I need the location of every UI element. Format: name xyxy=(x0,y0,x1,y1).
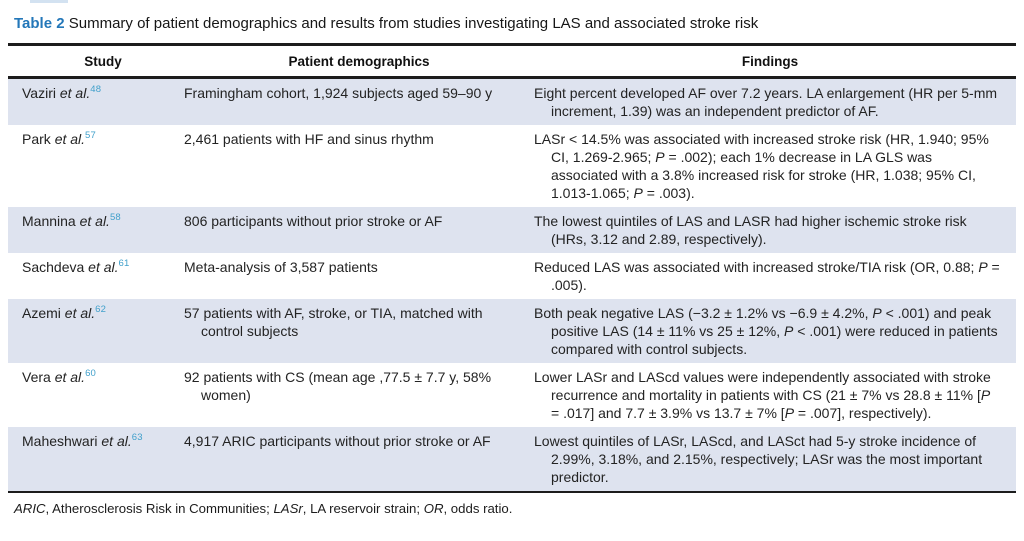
study-name: Sachdeva et al. xyxy=(22,259,119,275)
study-name: Vera et al. xyxy=(22,369,86,385)
study-cell: Azemi et al.62 xyxy=(22,304,184,358)
demographics-cell: 92 patients with CS (mean age ,77.5 ± 7.… xyxy=(184,369,492,403)
findings-cell: Lowest quintiles of LASr, LAScd, and LAS… xyxy=(534,433,983,485)
study-cell: Vaziri et al.48 xyxy=(22,84,184,120)
study-name: Maheshwari et al. xyxy=(22,433,132,449)
demographics-cell: 4,917 ARIC participants without prior st… xyxy=(184,433,491,449)
top-edge-artifact xyxy=(30,0,68,3)
study-name: Park et al. xyxy=(22,131,86,147)
study-cell: Mannina et al.58 xyxy=(22,212,184,248)
reference-link[interactable]: 61 xyxy=(118,258,130,269)
table-figure: Table 2 Summary of patient demographics … xyxy=(8,10,1016,516)
demographics-cell: Meta-analysis of 3,587 patients xyxy=(184,259,378,275)
reference-link[interactable]: 58 xyxy=(109,212,121,223)
reference-link[interactable]: 57 xyxy=(85,130,97,141)
demographics-cell: Framingham cohort, 1,924 subjects aged 5… xyxy=(184,85,493,101)
table-row: Vaziri et al.48 Framingham cohort, 1,924… xyxy=(8,79,1016,125)
findings-cell: Both peak negative LAS (−3.2 ± 1.2% vs −… xyxy=(534,305,998,357)
findings-cell: The lowest quintiles of LAS and LASR had… xyxy=(534,213,967,247)
study-name: Mannina et al. xyxy=(22,213,110,229)
reference-link[interactable]: 60 xyxy=(85,368,97,379)
reference-link[interactable]: 63 xyxy=(131,432,143,443)
column-header-demographics: Patient demographics xyxy=(288,53,430,69)
demographics-cell: 2,461 patients with HF and sinus rhythm xyxy=(184,131,434,147)
table-row: Sachdeva et al.61 Meta-analysis of 3,587… xyxy=(8,253,1016,299)
findings-cell: Eight percent developed AF over 7.2 year… xyxy=(534,85,998,119)
table-header-row: Study Patient demographics Findings xyxy=(8,46,1016,76)
bottom-rule xyxy=(8,491,1016,493)
findings-cell: Reduced LAS was associated with increase… xyxy=(534,259,1000,293)
reference-link[interactable]: 48 xyxy=(90,84,102,95)
table-row: Park et al.57 2,461 patients with HF and… xyxy=(8,125,1016,207)
table-number-label: Table 2 xyxy=(14,15,65,32)
findings-cell: LASr < 14.5% was associated with increas… xyxy=(534,131,989,201)
table-row: Mannina et al.58 806 participants withou… xyxy=(8,207,1016,253)
demographics-cell: 806 participants without prior stroke or… xyxy=(184,213,443,229)
study-cell: Park et al.57 xyxy=(22,130,184,202)
table-row: Azemi et al.62 57 patients with AF, stro… xyxy=(8,299,1016,363)
study-cell: Maheshwari et al.63 xyxy=(22,432,184,486)
table-row: Vera et al.60 92 patients with CS (mean … xyxy=(8,363,1016,427)
table-body: Vaziri et al.48 Framingham cohort, 1,924… xyxy=(8,79,1016,491)
reference-link[interactable]: 62 xyxy=(95,304,107,315)
table-row: Maheshwari et al.63 4,917 ARIC participa… xyxy=(8,427,1016,491)
study-name: Azemi et al. xyxy=(22,305,96,321)
top-rule xyxy=(8,43,1016,46)
table-footnote: ARIC, Atherosclerosis Risk in Communitie… xyxy=(14,501,513,516)
header-rule xyxy=(8,76,1016,79)
findings-cell: Lower LASr and LAScd values were indepen… xyxy=(534,369,991,421)
study-cell: Sachdeva et al.61 xyxy=(22,258,184,294)
demographics-cell: 57 patients with AF, stroke, or TIA, mat… xyxy=(184,305,483,339)
column-header-study: Study xyxy=(84,53,122,69)
table-caption: Table 2 Summary of patient demographics … xyxy=(8,10,1016,43)
study-name: Vaziri et al. xyxy=(22,85,91,101)
column-header-findings: Findings xyxy=(741,53,799,69)
table-title-text: Summary of patient demographics and resu… xyxy=(68,15,759,32)
study-cell: Vera et al.60 xyxy=(22,368,184,422)
